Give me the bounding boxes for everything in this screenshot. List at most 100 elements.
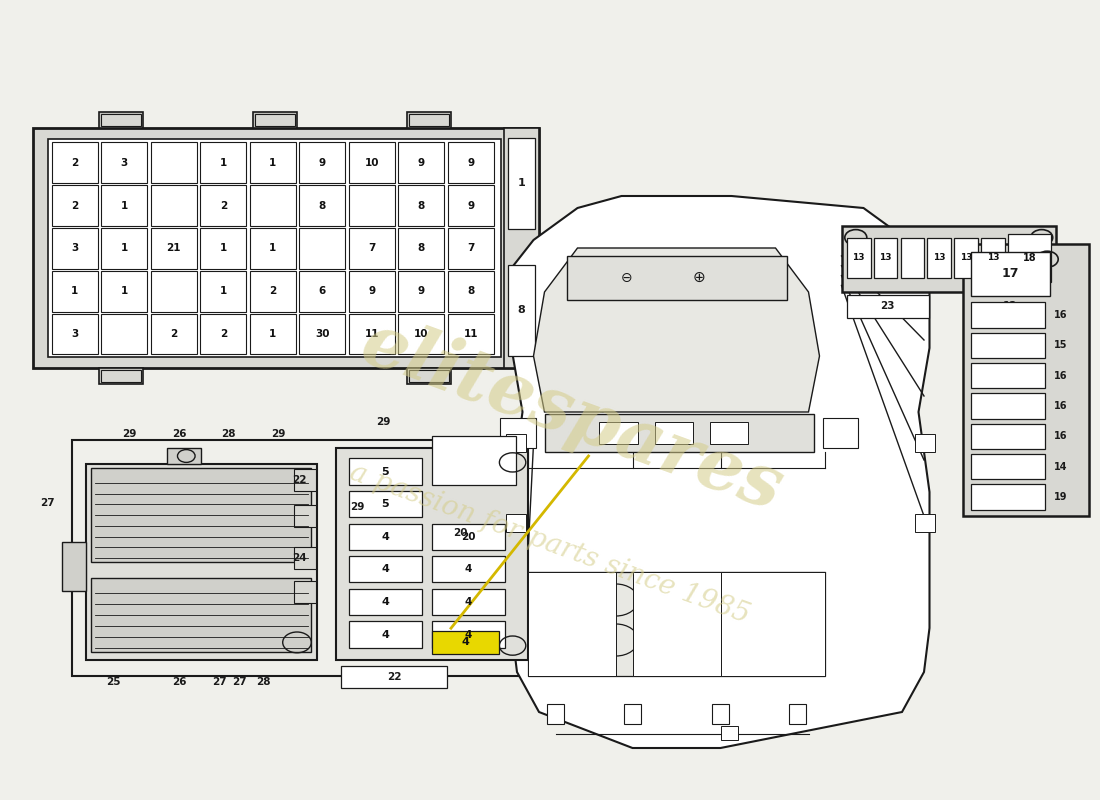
- Text: 16: 16: [1054, 310, 1067, 320]
- Bar: [448, 186, 494, 226]
- Bar: [654, 422, 693, 444]
- Bar: [101, 228, 147, 269]
- Bar: [200, 271, 246, 311]
- Bar: [250, 228, 296, 269]
- Bar: [508, 265, 535, 356]
- Bar: [873, 238, 898, 278]
- Bar: [448, 228, 494, 269]
- Bar: [99, 112, 143, 128]
- Bar: [99, 368, 143, 384]
- Bar: [151, 314, 197, 354]
- Bar: [101, 314, 147, 354]
- Text: 10: 10: [414, 329, 429, 339]
- Text: 23: 23: [880, 302, 895, 311]
- Bar: [981, 238, 1004, 278]
- Text: 2: 2: [220, 329, 227, 339]
- Bar: [971, 454, 1045, 479]
- Bar: [299, 186, 345, 226]
- Bar: [349, 314, 395, 354]
- Text: 26: 26: [172, 678, 187, 687]
- Bar: [299, 142, 345, 183]
- Text: 11: 11: [364, 329, 380, 339]
- Bar: [200, 314, 246, 354]
- Bar: [448, 142, 494, 183]
- Text: 1: 1: [270, 329, 276, 339]
- Text: 4: 4: [382, 564, 389, 574]
- Bar: [101, 114, 141, 126]
- Bar: [712, 704, 729, 724]
- Bar: [823, 418, 858, 448]
- Bar: [710, 422, 748, 444]
- Bar: [431, 436, 516, 485]
- Bar: [250, 271, 296, 311]
- Bar: [1008, 234, 1050, 282]
- Bar: [504, 128, 539, 368]
- Bar: [448, 314, 494, 354]
- Bar: [971, 423, 1045, 449]
- Bar: [72, 440, 556, 676]
- Bar: [349, 458, 422, 485]
- Text: 30: 30: [315, 329, 330, 339]
- Bar: [349, 556, 422, 582]
- Bar: [101, 142, 147, 183]
- Text: 25: 25: [106, 678, 121, 687]
- Bar: [253, 112, 297, 128]
- Bar: [506, 434, 526, 452]
- Bar: [151, 142, 197, 183]
- Bar: [566, 256, 786, 300]
- Text: 4: 4: [464, 564, 472, 574]
- Bar: [341, 666, 447, 688]
- Text: 13: 13: [933, 254, 945, 262]
- Bar: [971, 394, 1045, 418]
- Bar: [151, 186, 197, 226]
- Bar: [101, 370, 141, 382]
- Bar: [720, 726, 738, 740]
- Text: 8: 8: [468, 286, 474, 296]
- Bar: [294, 547, 316, 570]
- Text: 12: 12: [1002, 302, 1018, 311]
- Text: elitespares: elitespares: [352, 307, 792, 525]
- Bar: [915, 514, 935, 532]
- Bar: [431, 622, 505, 648]
- Bar: [971, 252, 1049, 296]
- Polygon shape: [534, 248, 820, 412]
- Text: 7: 7: [468, 243, 474, 254]
- Bar: [33, 128, 539, 368]
- Bar: [299, 271, 345, 311]
- Text: 13: 13: [987, 254, 999, 262]
- Text: 5: 5: [382, 466, 389, 477]
- Text: 9: 9: [418, 158, 425, 168]
- Bar: [448, 271, 494, 311]
- Text: 3: 3: [121, 158, 128, 168]
- Text: 28: 28: [221, 429, 236, 438]
- Text: 1: 1: [121, 201, 128, 210]
- Bar: [101, 271, 147, 311]
- Bar: [409, 370, 449, 382]
- Text: 4: 4: [382, 597, 389, 607]
- Text: 2: 2: [72, 201, 78, 210]
- Bar: [200, 228, 246, 269]
- Bar: [971, 333, 1045, 358]
- Text: 1: 1: [220, 286, 227, 296]
- Text: 3: 3: [72, 243, 78, 254]
- Bar: [48, 139, 500, 357]
- Bar: [720, 572, 825, 676]
- Text: 19: 19: [1054, 492, 1067, 502]
- Bar: [528, 572, 616, 676]
- Bar: [52, 228, 98, 269]
- Bar: [349, 524, 422, 550]
- Bar: [544, 414, 814, 452]
- Bar: [349, 142, 395, 183]
- Text: 29: 29: [271, 429, 286, 438]
- Bar: [294, 505, 316, 527]
- Bar: [167, 448, 201, 464]
- Text: 9: 9: [368, 286, 375, 296]
- Text: 22: 22: [293, 475, 307, 485]
- Text: 1: 1: [270, 243, 276, 254]
- Text: 28: 28: [256, 678, 271, 687]
- Bar: [901, 238, 924, 278]
- Bar: [255, 114, 295, 126]
- Text: 4: 4: [462, 637, 470, 647]
- Bar: [349, 228, 395, 269]
- Text: 11: 11: [463, 329, 478, 339]
